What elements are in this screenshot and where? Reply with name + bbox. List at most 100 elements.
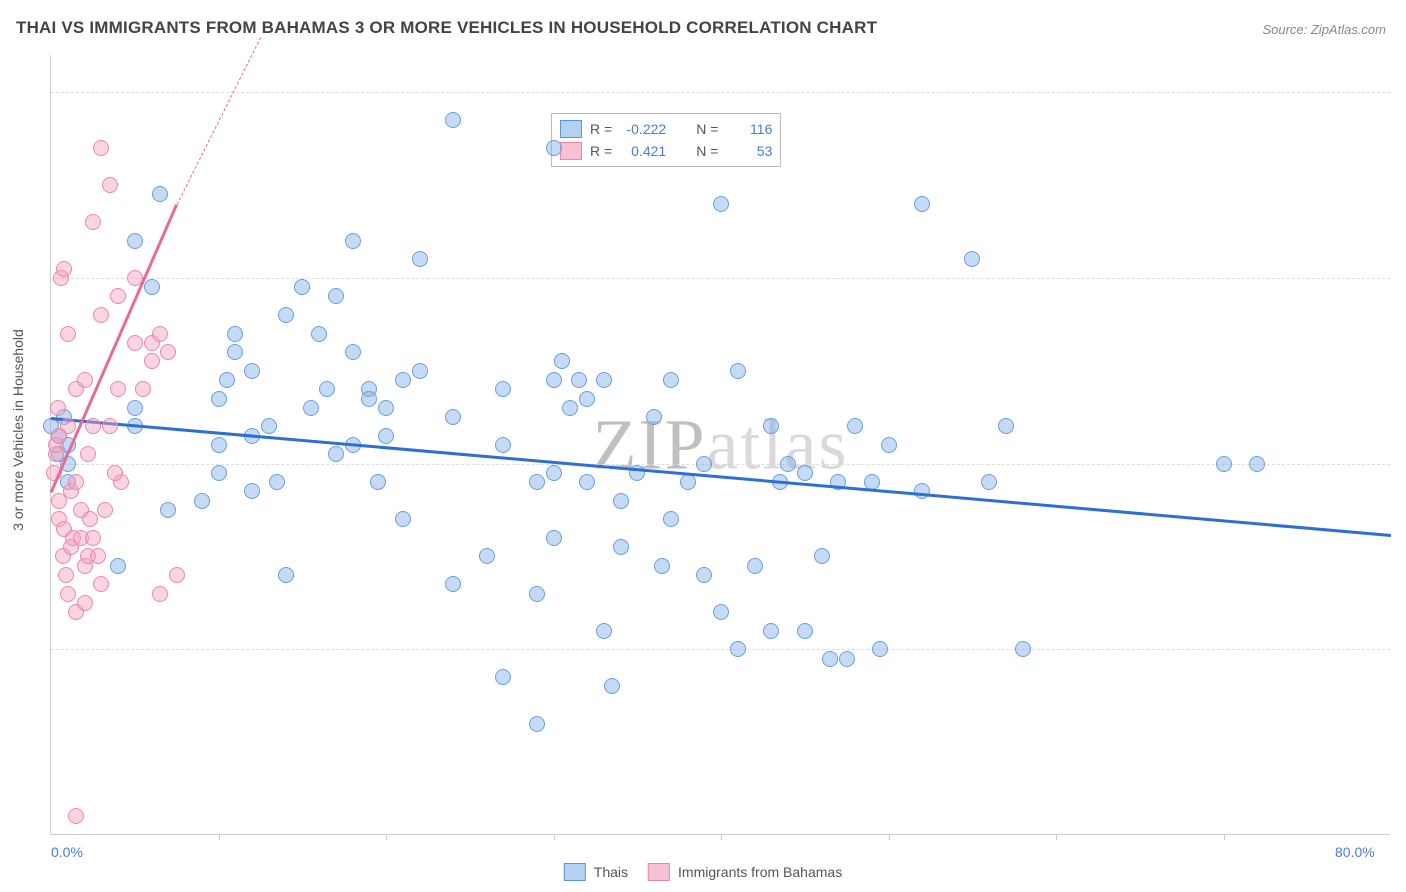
data-point	[596, 372, 612, 388]
data-point	[495, 437, 511, 453]
legend-item: Immigrants from Bahamas	[648, 863, 842, 881]
data-point	[56, 261, 72, 277]
data-point	[60, 586, 76, 602]
data-point	[345, 233, 361, 249]
data-point	[839, 651, 855, 667]
legend-n-label: N =	[696, 121, 718, 137]
data-point	[646, 409, 662, 425]
data-point	[110, 288, 126, 304]
data-point	[194, 493, 210, 509]
data-point	[50, 400, 66, 416]
data-point	[872, 641, 888, 657]
data-point	[412, 251, 428, 267]
x-tick	[386, 834, 387, 840]
data-point	[135, 381, 151, 397]
data-point	[90, 548, 106, 564]
x-tick	[554, 834, 555, 840]
data-point	[85, 530, 101, 546]
data-point	[546, 372, 562, 388]
data-point	[85, 214, 101, 230]
data-point	[1015, 641, 1031, 657]
data-point	[127, 335, 143, 351]
data-point	[328, 446, 344, 462]
data-point	[93, 140, 109, 156]
data-point	[311, 326, 327, 342]
data-point	[546, 140, 562, 156]
data-point	[68, 474, 84, 490]
data-point	[127, 400, 143, 416]
x-tick	[1056, 834, 1057, 840]
data-point	[822, 651, 838, 667]
data-point	[77, 372, 93, 388]
data-point	[546, 530, 562, 546]
legend-swatch	[560, 142, 582, 160]
data-point	[914, 196, 930, 212]
legend-label: Immigrants from Bahamas	[678, 864, 842, 880]
data-point	[361, 391, 377, 407]
data-point	[579, 474, 595, 490]
data-point	[97, 502, 113, 518]
gridline	[51, 92, 1390, 93]
legend-row: R = 0.421 N = 53	[560, 140, 772, 162]
data-point	[77, 595, 93, 611]
legend-n-value: 116	[726, 121, 772, 137]
data-point	[294, 279, 310, 295]
data-point	[244, 363, 260, 379]
x-tick-label: 80.0%	[1335, 844, 1375, 860]
data-point	[881, 437, 897, 453]
data-point	[93, 307, 109, 323]
data-point	[395, 511, 411, 527]
data-point	[412, 363, 428, 379]
data-point	[847, 418, 863, 434]
data-point	[1249, 456, 1265, 472]
data-point	[604, 678, 620, 694]
data-point	[763, 623, 779, 639]
legend-row: R =-0.222N =116	[560, 118, 772, 140]
data-point	[562, 400, 578, 416]
legend-n-label: N =	[696, 143, 718, 159]
data-point	[144, 279, 160, 295]
data-point	[51, 428, 67, 444]
x-tick	[219, 834, 220, 840]
data-point	[529, 474, 545, 490]
x-tick-label: 0.0%	[51, 844, 83, 860]
plot-area: ZIPatlas R =-0.222N =116R =0.421N =53 10…	[50, 55, 1390, 835]
data-point	[529, 586, 545, 602]
data-point	[80, 446, 96, 462]
data-point	[445, 112, 461, 128]
legend-n-value: 53	[726, 143, 772, 159]
data-point	[227, 326, 243, 342]
chart-title: THAI VS IMMIGRANTS FROM BAHAMAS 3 OR MOR…	[16, 18, 877, 38]
data-point	[278, 567, 294, 583]
data-point	[780, 456, 796, 472]
data-point	[261, 418, 277, 434]
legend-r-label: R =	[590, 143, 612, 159]
data-point	[571, 372, 587, 388]
data-point	[596, 623, 612, 639]
data-point	[1216, 456, 1232, 472]
data-point	[964, 251, 980, 267]
data-point	[152, 326, 168, 342]
data-point	[102, 177, 118, 193]
legend-r-value: 0.421	[620, 143, 666, 159]
data-point	[110, 558, 126, 574]
legend-item: Thais	[564, 863, 628, 881]
data-point	[981, 474, 997, 490]
data-point	[82, 511, 98, 527]
data-point	[797, 465, 813, 481]
data-point	[160, 502, 176, 518]
y-axis-title: 3 or more Vehicles in Household	[10, 329, 26, 531]
data-point	[319, 381, 335, 397]
data-point	[278, 307, 294, 323]
data-point	[998, 418, 1014, 434]
gridline	[51, 649, 1390, 650]
data-point	[68, 808, 84, 824]
data-point	[303, 400, 319, 416]
gridline	[51, 464, 1390, 465]
data-point	[244, 483, 260, 499]
data-point	[696, 567, 712, 583]
data-point	[554, 353, 570, 369]
data-point	[107, 465, 123, 481]
series-legend: Thais Immigrants from Bahamas	[554, 863, 852, 884]
data-point	[160, 344, 176, 360]
